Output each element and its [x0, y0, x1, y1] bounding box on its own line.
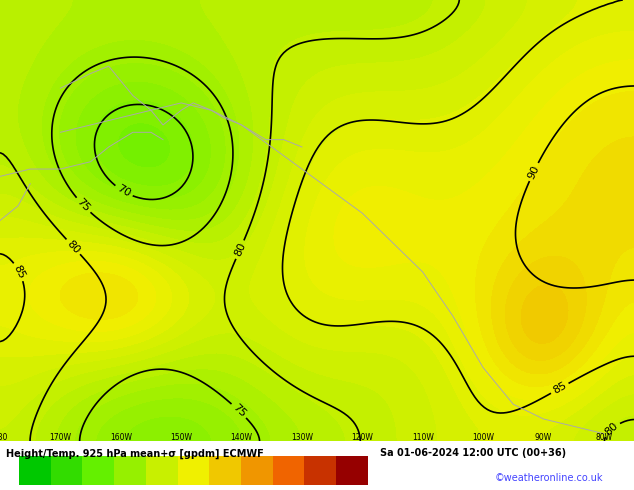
Text: 120W: 120W — [351, 433, 373, 442]
Text: 170W: 170W — [49, 433, 72, 442]
Text: 150W: 150W — [170, 433, 192, 442]
Text: 70: 70 — [115, 183, 133, 199]
Text: 75: 75 — [230, 402, 247, 419]
Text: 85: 85 — [11, 263, 27, 280]
Text: 75: 75 — [75, 196, 92, 214]
Text: 80: 80 — [603, 421, 620, 438]
Text: 100W: 100W — [472, 433, 494, 442]
Bar — [273, 456, 304, 485]
Text: Height/Temp. 925 hPa mean+σ [gpdm] ECMWF: Height/Temp. 925 hPa mean+σ [gpdm] ECMWF — [6, 448, 264, 459]
Bar — [146, 456, 178, 485]
Text: 130W: 130W — [291, 433, 313, 442]
Text: Sa 01-06-2024 12:00 UTC (00+36): Sa 01-06-2024 12:00 UTC (00+36) — [380, 448, 567, 458]
Bar — [209, 456, 241, 485]
Bar — [336, 456, 368, 485]
Bar — [114, 456, 146, 485]
Text: 90W: 90W — [535, 433, 552, 442]
Bar — [51, 456, 82, 485]
Bar — [241, 456, 273, 485]
Text: 140W: 140W — [231, 433, 252, 442]
Text: 80: 80 — [233, 241, 247, 258]
Bar — [304, 456, 336, 485]
Text: 80: 80 — [65, 238, 82, 255]
Text: 90: 90 — [526, 164, 541, 180]
Bar — [19, 456, 51, 485]
Text: 80W: 80W — [595, 433, 612, 442]
Bar — [178, 456, 209, 485]
Text: 160W: 160W — [110, 433, 132, 442]
Text: 180: 180 — [0, 433, 7, 442]
Text: ©weatheronline.co.uk: ©weatheronline.co.uk — [495, 473, 603, 483]
Text: 110W: 110W — [411, 433, 434, 442]
Text: 85: 85 — [551, 380, 568, 396]
Bar — [82, 456, 114, 485]
